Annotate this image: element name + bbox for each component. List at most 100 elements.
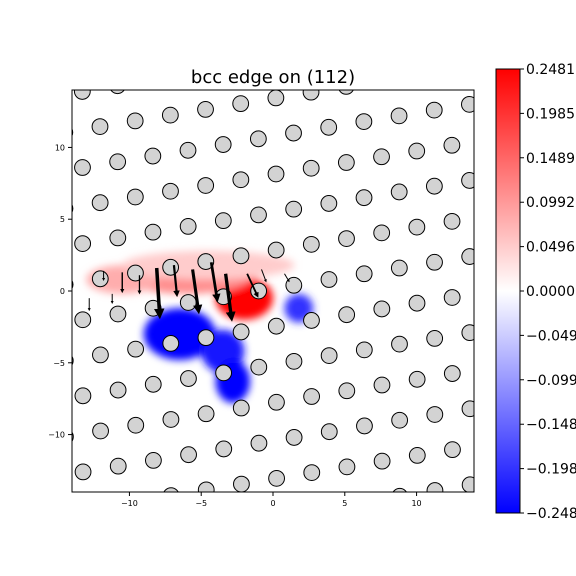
atom <box>355 341 373 359</box>
atom-layer <box>72 72 496 510</box>
atom <box>355 265 373 283</box>
atom <box>91 118 109 136</box>
atom <box>127 340 144 358</box>
atom <box>110 90 125 95</box>
atom <box>91 194 109 212</box>
y-tick-label: −5 <box>53 359 65 368</box>
chart-title: bcc edge on (112) <box>191 67 355 88</box>
atom <box>302 235 320 253</box>
atom <box>302 90 320 101</box>
atom <box>303 312 320 329</box>
atom <box>285 276 303 294</box>
atom <box>232 247 250 265</box>
atom <box>461 476 474 492</box>
atom <box>109 381 127 399</box>
colorbar-tick-label: −0.2481 <box>526 506 576 522</box>
atom <box>355 189 373 207</box>
atom <box>355 113 373 130</box>
atom <box>267 241 285 259</box>
plot-area <box>72 72 496 510</box>
atom <box>214 212 232 230</box>
atom <box>425 177 443 195</box>
atom <box>373 376 391 394</box>
colorbar-ticks: 0.2481 0.1985 0.1489 0.0992 0.0496 0.0000 −0.0… <box>520 62 576 522</box>
atom <box>249 130 267 148</box>
atom <box>285 429 303 446</box>
atom <box>461 400 474 418</box>
atom <box>232 95 250 113</box>
atom <box>74 235 92 253</box>
atom <box>390 259 408 277</box>
y-tick-label: 10 <box>55 143 65 152</box>
atom <box>109 457 127 475</box>
atom <box>390 183 408 201</box>
x-tick-label: 10 <box>411 499 421 508</box>
y-axis: −10 −5 0 5 10 <box>48 143 72 440</box>
colorbar-tick-label: −0.1985 <box>526 462 576 478</box>
x-tick-label: −10 <box>121 499 138 508</box>
atom <box>338 90 354 95</box>
atom <box>444 441 461 459</box>
colorbar-tick-label: 0.1985 <box>526 106 575 122</box>
atom <box>443 289 461 306</box>
atom <box>179 217 197 235</box>
colorbar-gradient <box>495 68 521 514</box>
displacement-vector-layer <box>87 262 290 322</box>
x-tick-label: −5 <box>195 499 207 508</box>
atom <box>126 112 144 130</box>
atom <box>126 188 144 206</box>
atom <box>197 253 215 270</box>
atom <box>179 141 197 159</box>
atom <box>373 452 391 470</box>
displacement-arrow <box>209 262 221 303</box>
y-tick-label: −10 <box>48 431 65 440</box>
atom <box>285 200 303 218</box>
atom <box>480 436 496 452</box>
y-tick-label: 0 <box>60 287 65 296</box>
atom <box>408 218 426 236</box>
atom <box>197 177 215 194</box>
atom <box>232 171 250 189</box>
atom <box>461 324 474 342</box>
atom <box>390 107 408 125</box>
colorbar-tick-label: 0.1489 <box>526 151 575 167</box>
colorbar: 0.2481 0.1985 0.1489 0.0992 0.0496 0.0000 −0.0… <box>495 62 576 522</box>
atom <box>74 463 92 481</box>
atom <box>72 128 74 137</box>
atom <box>338 382 356 400</box>
colorbar-tick-label: −0.0992 <box>526 373 576 389</box>
atom <box>73 90 91 100</box>
atom <box>479 132 495 148</box>
colorbar-tick-label: 0.0992 <box>526 195 575 211</box>
atom <box>74 159 91 176</box>
atom <box>145 72 161 88</box>
colorbar-tick-label: −0.0496 <box>526 328 576 344</box>
atom <box>408 142 426 160</box>
atom <box>480 360 496 376</box>
atom <box>373 300 391 318</box>
atom <box>425 101 443 119</box>
x-axis: −10 −5 0 5 10 <box>121 492 422 508</box>
atom <box>461 95 474 113</box>
atom <box>250 358 268 376</box>
atom <box>214 136 232 153</box>
x-tick-label: 0 <box>270 499 275 508</box>
atom <box>391 411 409 429</box>
atom <box>109 305 127 323</box>
atom <box>250 434 268 452</box>
atom <box>356 417 373 435</box>
atom <box>197 100 214 118</box>
atom <box>162 411 180 428</box>
atom <box>357 494 373 510</box>
atom <box>145 452 162 469</box>
atom <box>109 153 127 171</box>
atom <box>338 230 355 247</box>
displacement-arrow <box>261 269 267 283</box>
colorbar-tick-label: 0.0496 <box>526 240 575 256</box>
atom <box>91 270 109 288</box>
displacement-arrow <box>284 273 290 283</box>
atom <box>443 136 461 154</box>
atom <box>461 172 474 189</box>
atom <box>338 306 356 324</box>
atom <box>197 329 215 347</box>
